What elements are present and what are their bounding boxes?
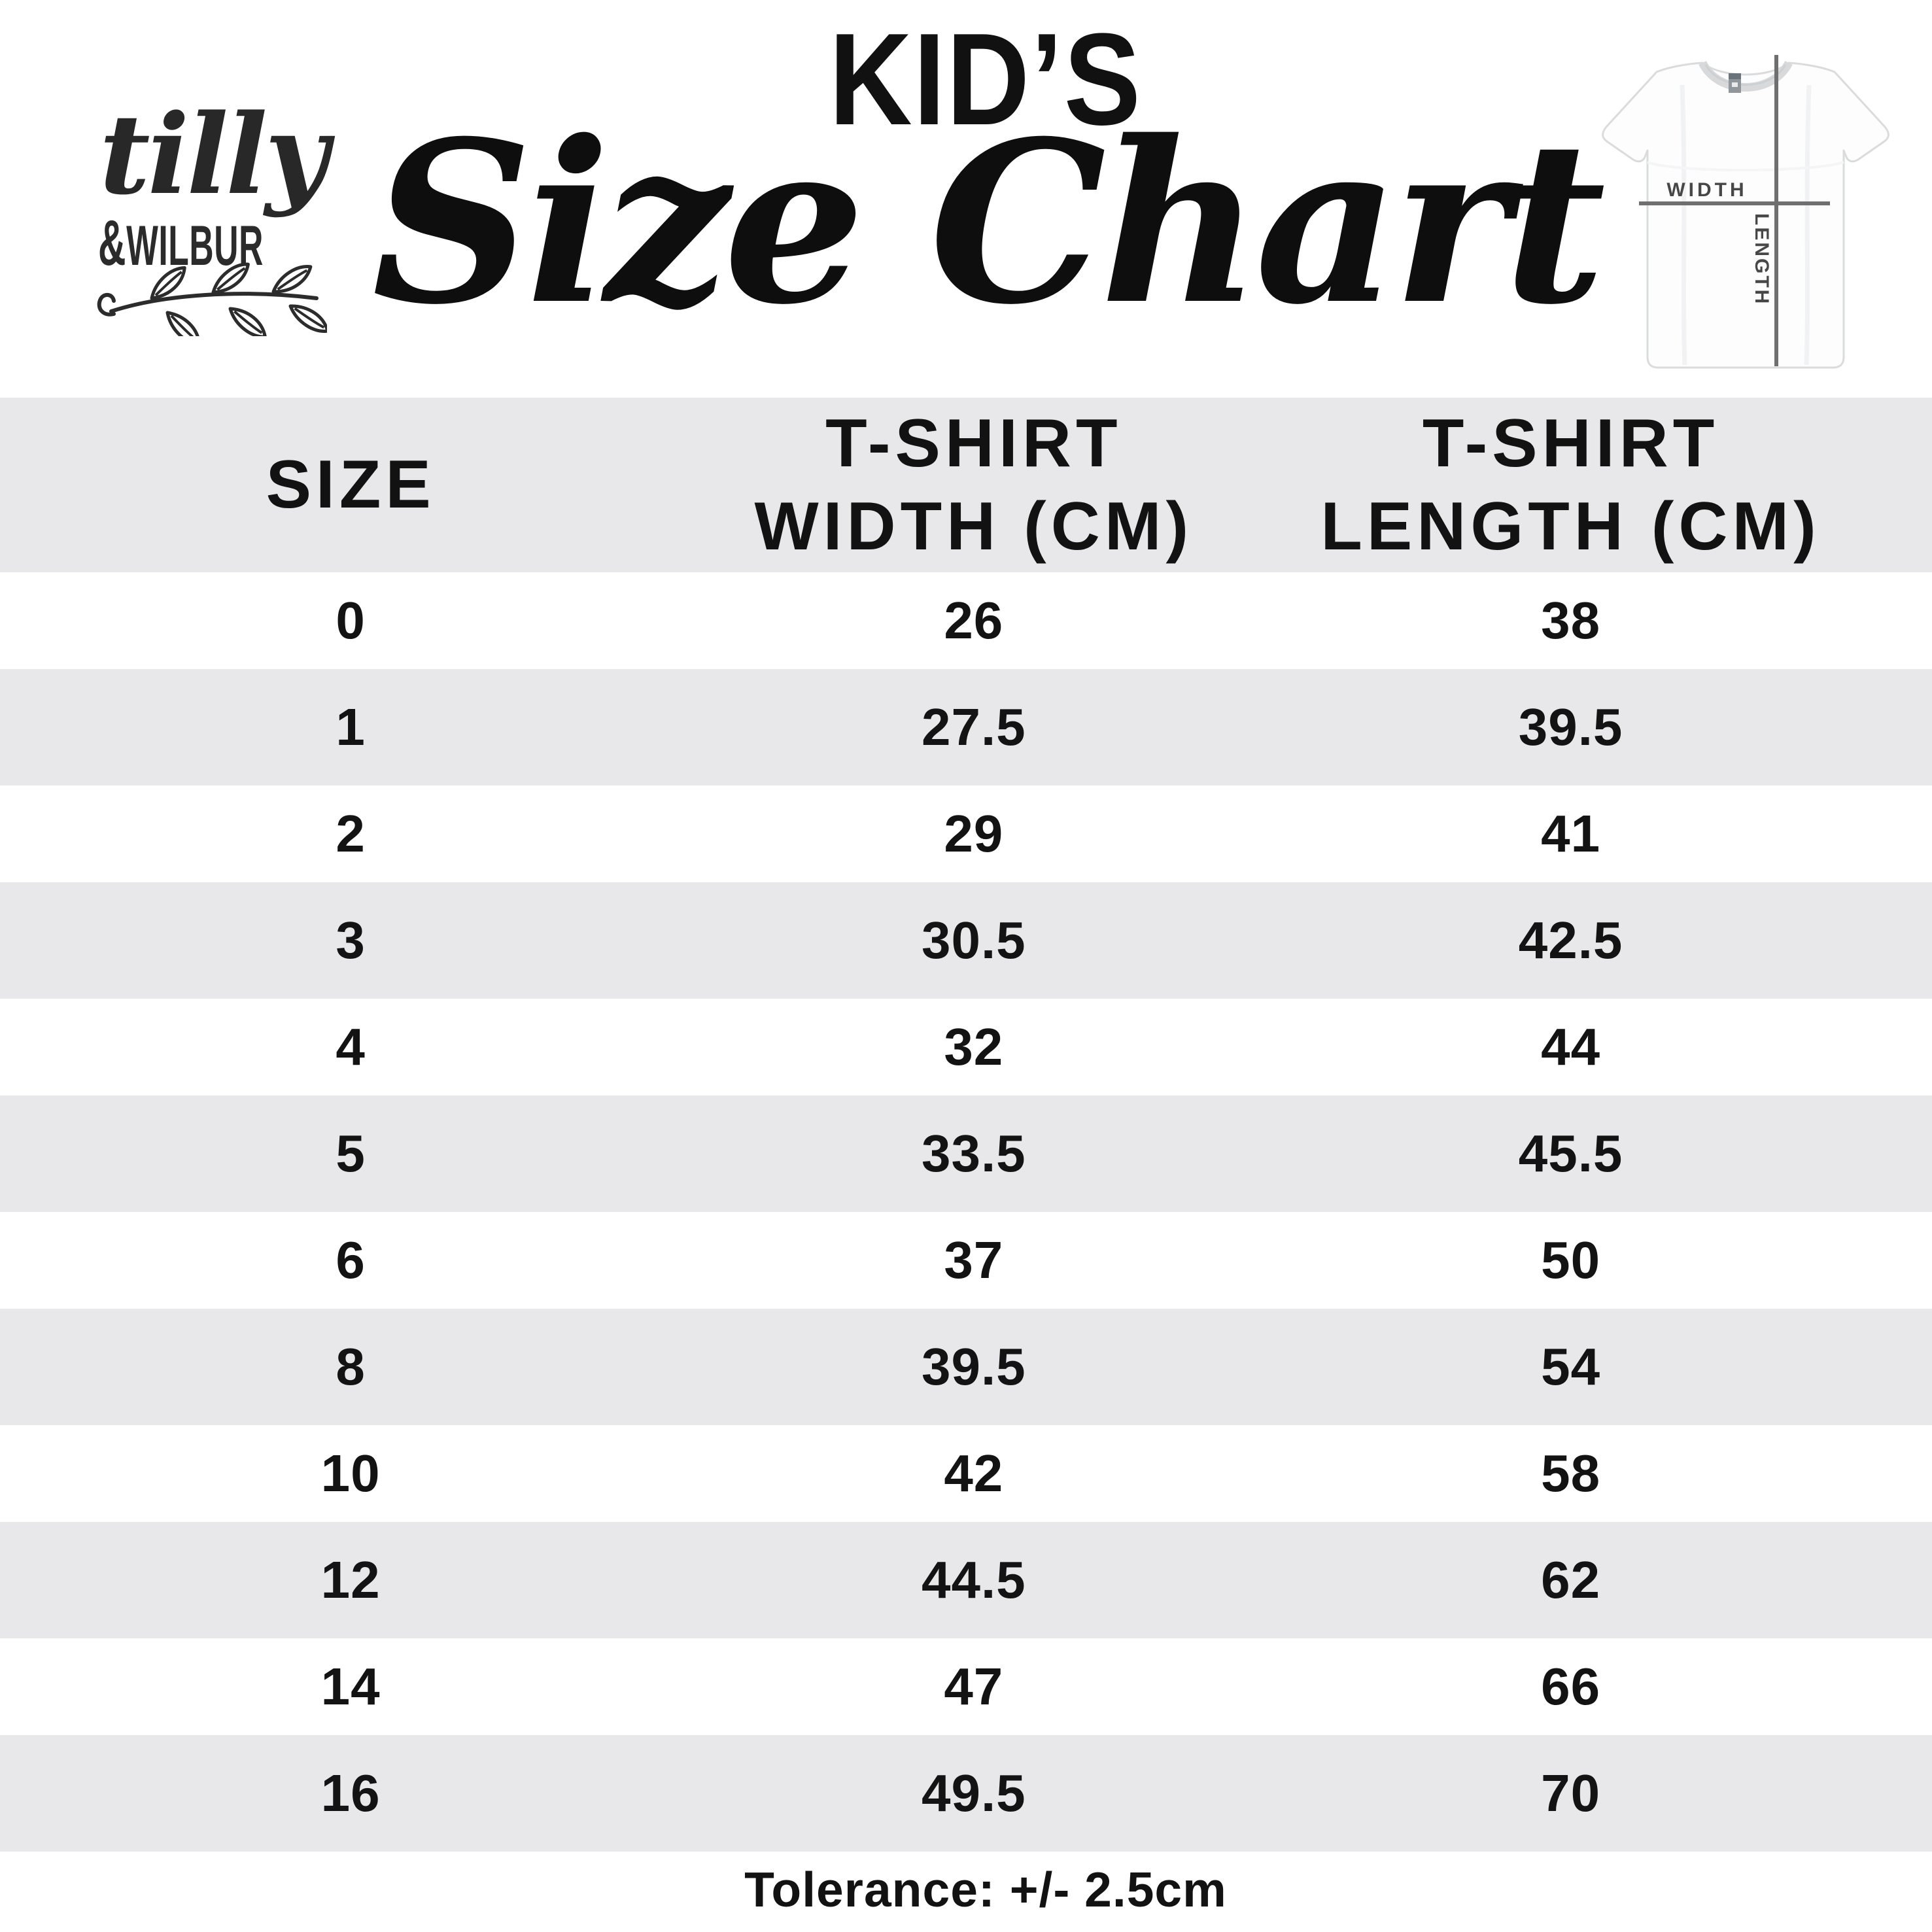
width-cell: 37 — [944, 1231, 1004, 1289]
table-row-size-6: 6 37 50 — [0, 1212, 1932, 1309]
size-cell: 5 — [336, 1124, 366, 1182]
column-header-length: T-SHIRT LENGTH (CM) — [1320, 405, 1821, 564]
tolerance-note: Tolerance: +/- 2.5cm — [744, 1862, 1227, 1917]
column-header-size: SIZE — [266, 447, 436, 523]
table-row-size-2: 2 29 41 — [0, 785, 1932, 882]
length-cell: 42.5 — [1518, 911, 1623, 969]
length-cell: 62 — [1541, 1551, 1601, 1609]
table-row-size-3: 3 30.5 42.5 — [0, 882, 1932, 999]
length-label: LENGTH — [1751, 213, 1772, 305]
laurel-branch-icon — [97, 254, 327, 336]
width-cell: 44.5 — [921, 1551, 1026, 1609]
brand-logo: tilly &WILBUR — [97, 63, 371, 337]
size-cell: 2 — [336, 804, 366, 863]
size-cell: 3 — [336, 911, 366, 969]
length-cell: 70 — [1541, 1764, 1601, 1822]
width-cell: 26 — [944, 591, 1004, 649]
table-row-size-10: 10 42 58 — [0, 1425, 1932, 1522]
table-body: 0 26 38 1 27.5 39.5 2 29 41 3 30.5 42.5 4 32 44 5 33.5 45… — [0, 572, 1932, 1852]
length-cell: 41 — [1541, 804, 1601, 863]
brand-name-script: tilly — [99, 90, 329, 219]
width-cell: 33.5 — [921, 1124, 1026, 1182]
width-cell: 29 — [944, 804, 1004, 863]
length-cell: 50 — [1541, 1231, 1601, 1289]
width-cell: 32 — [944, 1018, 1004, 1076]
table-row-size-5: 5 33.5 45.5 — [0, 1095, 1932, 1212]
kicker-title: KID’S — [20, 14, 1932, 145]
size-table: SIZE T-SHIRT WIDTH (CM) T-SHIRT LENGTH (CM) … — [0, 398, 1932, 1852]
table-row-size-0: 0 26 38 — [0, 572, 1932, 669]
width-cell: 47 — [944, 1657, 1004, 1716]
width-cell: 30.5 — [921, 911, 1026, 969]
width-label: WIDTH — [1666, 179, 1747, 201]
width-cell: 27.5 — [921, 698, 1026, 756]
width-cell: 49.5 — [921, 1764, 1026, 1822]
table-row-size-14: 14 47 66 — [0, 1638, 1932, 1735]
table-row-size-4: 4 32 44 — [0, 999, 1932, 1095]
size-cell: 1 — [336, 698, 366, 756]
ampersand: & — [98, 207, 127, 279]
size-cell: 12 — [320, 1551, 381, 1609]
width-cell: 39.5 — [921, 1337, 1026, 1396]
length-cell: 44 — [1541, 1018, 1601, 1076]
length-cell: 54 — [1541, 1337, 1601, 1396]
length-cell: 39.5 — [1518, 698, 1623, 756]
size-cell: 4 — [336, 1018, 366, 1076]
table-row-size-8: 8 39.5 54 — [0, 1309, 1932, 1425]
length-cell: 66 — [1541, 1657, 1601, 1716]
width-cell: 42 — [944, 1444, 1004, 1502]
size-cell: 0 — [336, 591, 366, 649]
tshirt-body — [1602, 61, 1889, 369]
table-row-size-1: 1 27.5 39.5 — [0, 669, 1932, 785]
length-cell: 45.5 — [1518, 1124, 1623, 1182]
size-cell: 16 — [320, 1764, 381, 1822]
table-header-row: SIZE T-SHIRT WIDTH (CM) T-SHIRT LENGTH (CM) — [0, 398, 1932, 572]
column-header-width: T-SHIRT WIDTH (CM) — [754, 405, 1194, 564]
length-cell: 58 — [1541, 1444, 1601, 1502]
size-cell: 8 — [336, 1337, 366, 1396]
size-cell: 6 — [336, 1231, 366, 1289]
tshirt-image: WIDTH LENGTH — [1602, 55, 1889, 369]
size-cell: 14 — [320, 1657, 381, 1716]
table-row-size-12: 12 44.5 62 — [0, 1522, 1932, 1638]
kicker-text: KID’S — [829, 7, 1143, 152]
length-cell: 38 — [1541, 591, 1601, 649]
size-cell: 10 — [320, 1444, 381, 1502]
tshirt-diagram: WIDTH LENGTH — [1570, 43, 1916, 386]
page-title: Size Chart — [371, 93, 1606, 354]
table-row-size-16: 16 49.5 70 — [0, 1735, 1932, 1852]
tshirt-collar — [1699, 60, 1793, 92]
